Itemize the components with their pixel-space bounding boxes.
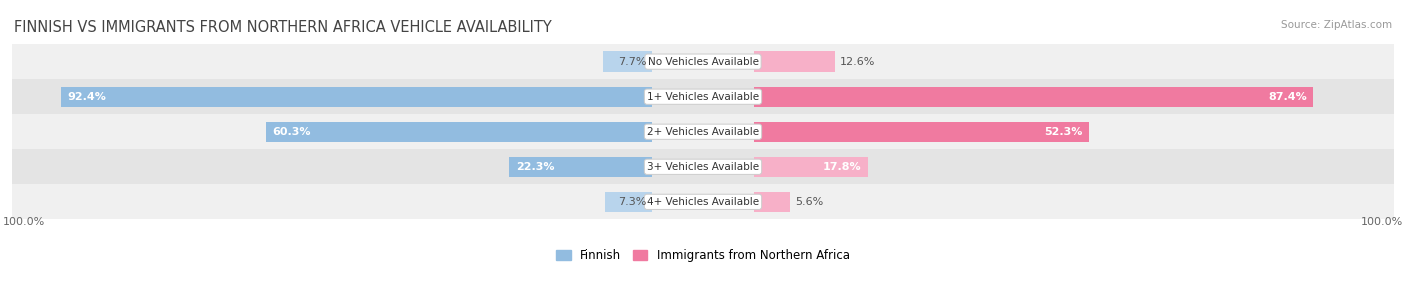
- Text: 17.8%: 17.8%: [823, 162, 862, 172]
- Text: Source: ZipAtlas.com: Source: ZipAtlas.com: [1281, 20, 1392, 30]
- Bar: [13, 79, 1393, 114]
- Text: 92.4%: 92.4%: [67, 92, 107, 102]
- Text: 7.3%: 7.3%: [619, 197, 647, 207]
- Text: 87.4%: 87.4%: [1268, 92, 1306, 102]
- Bar: [603, 51, 652, 72]
- Bar: [13, 114, 1393, 149]
- Text: 60.3%: 60.3%: [273, 127, 311, 137]
- Text: 52.3%: 52.3%: [1043, 127, 1083, 137]
- Text: 22.3%: 22.3%: [516, 162, 554, 172]
- Bar: [754, 192, 790, 212]
- Bar: [509, 157, 652, 177]
- Bar: [754, 122, 1088, 142]
- Bar: [60, 87, 652, 107]
- Text: 12.6%: 12.6%: [839, 57, 875, 67]
- Bar: [13, 44, 1393, 79]
- Bar: [13, 149, 1393, 184]
- Bar: [266, 122, 652, 142]
- Text: 7.7%: 7.7%: [619, 57, 647, 67]
- Bar: [754, 51, 835, 72]
- Text: 1+ Vehicles Available: 1+ Vehicles Available: [647, 92, 759, 102]
- Text: 100.0%: 100.0%: [3, 217, 45, 227]
- Bar: [605, 192, 652, 212]
- Text: 4+ Vehicles Available: 4+ Vehicles Available: [647, 197, 759, 207]
- Text: No Vehicles Available: No Vehicles Available: [648, 57, 758, 67]
- Bar: [754, 87, 1313, 107]
- Text: 3+ Vehicles Available: 3+ Vehicles Available: [647, 162, 759, 172]
- Legend: Finnish, Immigrants from Northern Africa: Finnish, Immigrants from Northern Africa: [557, 249, 849, 262]
- Text: FINNISH VS IMMIGRANTS FROM NORTHERN AFRICA VEHICLE AVAILABILITY: FINNISH VS IMMIGRANTS FROM NORTHERN AFRI…: [14, 20, 551, 35]
- Text: 5.6%: 5.6%: [794, 197, 824, 207]
- Text: 2+ Vehicles Available: 2+ Vehicles Available: [647, 127, 759, 137]
- Bar: [754, 157, 868, 177]
- Text: 100.0%: 100.0%: [1361, 217, 1403, 227]
- Bar: [13, 184, 1393, 219]
